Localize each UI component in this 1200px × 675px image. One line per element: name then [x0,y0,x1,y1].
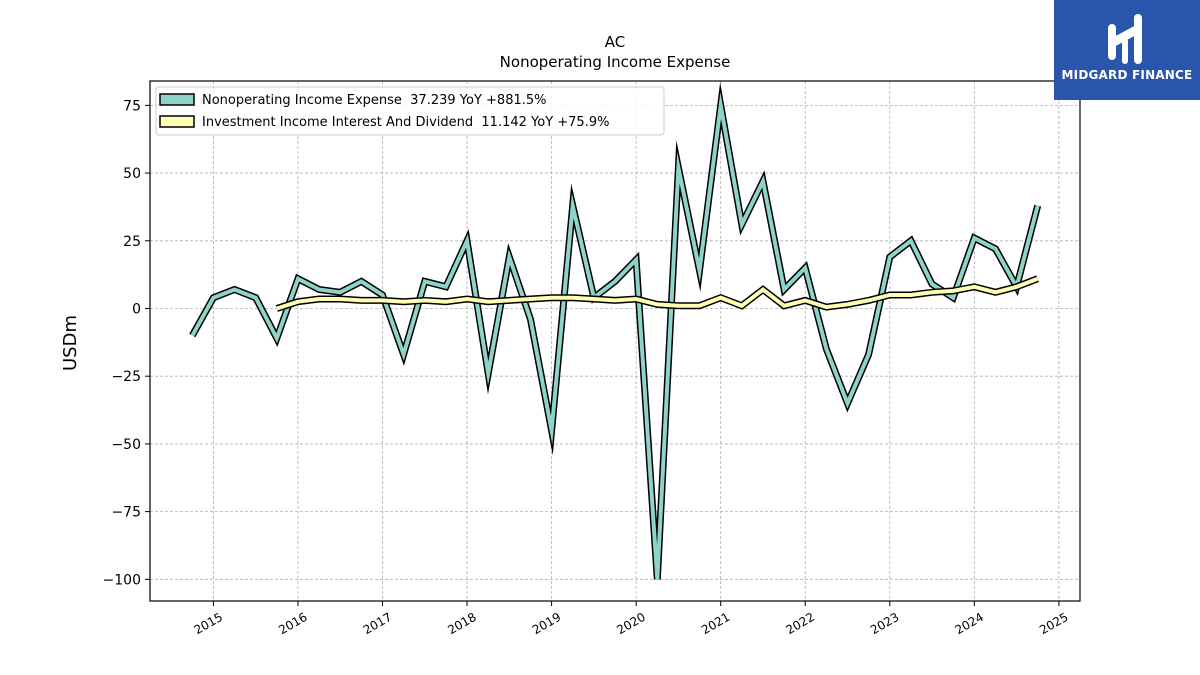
y-tick-label: 50 [123,166,141,182]
y-tick-label: 25 [123,234,141,250]
y-tick-label: 75 [123,98,141,114]
x-tick-label: 2025 [1037,610,1070,637]
legend-label-nonoperating: Nonoperating Income Expense 37.239 YoY +… [202,93,547,108]
grid [150,81,1080,601]
series-line-nonoperating-income-expense [190,92,1040,580]
series-line-investment-income-interest-and-dividend [276,276,1039,311]
x-tick-label: 2019 [530,610,563,637]
plot-frame [149,80,1081,602]
y-tick-label: −25 [111,369,141,385]
x-tick-label: 2015 [192,610,225,637]
x-tick-label: 2023 [868,610,901,637]
legend-swatch-nonoperating [159,93,195,106]
x-tick-label: 2017 [361,610,394,637]
x-tick-label: 2022 [784,610,817,637]
chart-title: AC [605,33,625,51]
x-tick-label: 2016 [276,610,309,637]
logo-text: MIDGARD FINANCE [1061,68,1193,82]
midgard-finance-logo: MIDGARD FINANCE [1054,0,1200,100]
midgard-logo-icon [1108,14,1142,64]
series-outline-nonoperating-income-expense [189,82,1042,580]
x-tick-label: 2021 [699,610,732,637]
series-layer [189,82,1042,580]
axis-ticks: 75 50 25 0 −25 −50 −75 −100 2015 2016 2017 2018 2019… [103,98,1071,637]
x-tick-label: 2024 [953,610,986,637]
chart-subtitle: Nonoperating Income Expense [500,53,731,71]
y-tick-label: −50 [111,437,141,453]
legend-swatch-investment [159,115,195,128]
legend: Nonoperating Income Expense 37.239 YoY +… [155,86,665,136]
y-tick-label: −100 [103,572,141,588]
legend-box [155,86,665,136]
legend-label-investment: Investment Income Interest And Dividend … [202,115,609,130]
y-axis-label: USDm [60,315,81,371]
y-tick-label: −75 [111,505,141,521]
y-tick-label: 0 [132,302,141,318]
x-tick-label: 2018 [445,610,478,637]
x-tick-label: 2020 [614,610,647,637]
